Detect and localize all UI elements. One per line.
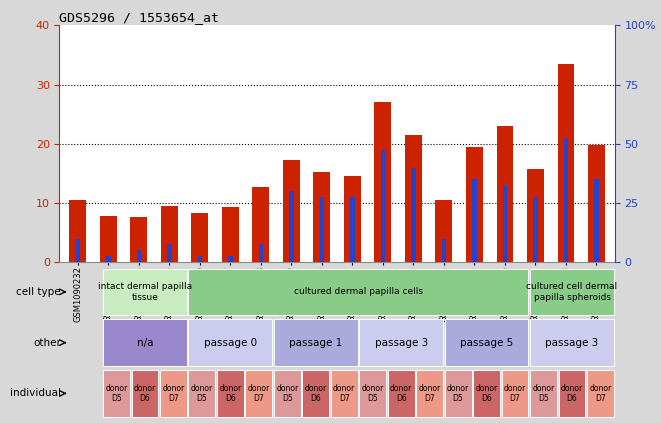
- Text: individual: individual: [10, 388, 61, 398]
- Text: donor
D6: donor D6: [390, 384, 412, 403]
- Bar: [192, 213, 208, 262]
- Bar: [436, 200, 452, 262]
- Bar: [559, 370, 586, 417]
- Bar: [283, 160, 299, 262]
- Bar: [188, 370, 215, 417]
- Text: passage 1: passage 1: [289, 338, 342, 348]
- Bar: [331, 370, 358, 417]
- Bar: [228, 256, 233, 262]
- Bar: [75, 239, 80, 262]
- Bar: [258, 244, 263, 262]
- Bar: [527, 169, 544, 262]
- Bar: [198, 256, 202, 262]
- Bar: [350, 197, 355, 262]
- Bar: [587, 370, 614, 417]
- Text: donor
D5: donor D5: [362, 384, 384, 403]
- Bar: [222, 207, 239, 262]
- Text: intact dermal papilla
tissue: intact dermal papilla tissue: [98, 282, 192, 302]
- Bar: [405, 135, 422, 262]
- Bar: [411, 168, 416, 262]
- Bar: [103, 319, 187, 366]
- Text: passage 3: passage 3: [375, 338, 428, 348]
- Text: donor
D5: donor D5: [105, 384, 128, 403]
- Text: cultured cell dermal
papilla spheroids: cultured cell dermal papilla spheroids: [526, 282, 617, 302]
- Text: passage 0: passage 0: [204, 338, 257, 348]
- Text: donor
D7: donor D7: [248, 384, 270, 403]
- Bar: [557, 64, 574, 262]
- Bar: [319, 197, 324, 262]
- Bar: [416, 370, 443, 417]
- Bar: [289, 191, 293, 262]
- Bar: [344, 176, 361, 262]
- Bar: [533, 197, 537, 262]
- Bar: [188, 319, 272, 366]
- Bar: [496, 126, 514, 262]
- Bar: [375, 102, 391, 262]
- Text: donor
D5: donor D5: [532, 384, 555, 403]
- Bar: [188, 269, 528, 315]
- Bar: [473, 370, 500, 417]
- Text: donor
D6: donor D6: [305, 384, 327, 403]
- Bar: [245, 370, 272, 417]
- Text: donor
D6: donor D6: [561, 384, 583, 403]
- Bar: [502, 185, 507, 262]
- Bar: [313, 172, 330, 262]
- Bar: [132, 370, 158, 417]
- Bar: [442, 239, 446, 262]
- Text: donor
D5: donor D5: [276, 384, 298, 403]
- Text: donor
D6: donor D6: [475, 384, 498, 403]
- Bar: [502, 370, 528, 417]
- Bar: [167, 244, 172, 262]
- Text: n/a: n/a: [137, 338, 153, 348]
- Bar: [472, 179, 477, 262]
- Bar: [564, 138, 568, 262]
- Bar: [161, 206, 178, 262]
- Bar: [274, 319, 358, 366]
- Bar: [530, 269, 614, 315]
- Text: donor
D7: donor D7: [418, 384, 441, 403]
- Bar: [466, 147, 483, 262]
- Text: donor
D5: donor D5: [191, 384, 213, 403]
- Text: donor
D6: donor D6: [134, 384, 156, 403]
- Text: cultured dermal papilla cells: cultured dermal papilla cells: [294, 287, 423, 297]
- Text: GDS5296 / 1553654_at: GDS5296 / 1553654_at: [59, 11, 219, 24]
- Text: passage 3: passage 3: [545, 338, 599, 348]
- Bar: [530, 370, 557, 417]
- Bar: [388, 370, 414, 417]
- Text: cell type: cell type: [17, 287, 61, 297]
- Bar: [137, 250, 141, 262]
- Text: donor
D6: donor D6: [219, 384, 241, 403]
- Bar: [530, 319, 614, 366]
- Bar: [106, 256, 110, 262]
- Bar: [381, 150, 385, 262]
- Bar: [103, 370, 130, 417]
- Text: donor
D7: donor D7: [333, 384, 356, 403]
- Bar: [253, 187, 269, 262]
- Bar: [130, 217, 147, 262]
- Bar: [217, 370, 244, 417]
- Text: donor
D7: donor D7: [504, 384, 526, 403]
- Text: other: other: [33, 338, 61, 348]
- Bar: [588, 145, 605, 262]
- Bar: [360, 319, 443, 366]
- Text: passage 5: passage 5: [460, 338, 513, 348]
- Bar: [445, 319, 528, 366]
- Bar: [302, 370, 329, 417]
- Bar: [360, 370, 386, 417]
- Bar: [274, 370, 301, 417]
- Bar: [445, 370, 471, 417]
- Bar: [594, 179, 599, 262]
- Bar: [69, 200, 86, 262]
- Bar: [103, 269, 187, 315]
- Text: donor
D7: donor D7: [162, 384, 184, 403]
- Text: donor
D5: donor D5: [447, 384, 469, 403]
- Text: donor
D7: donor D7: [590, 384, 611, 403]
- Bar: [160, 370, 187, 417]
- Bar: [100, 216, 117, 262]
